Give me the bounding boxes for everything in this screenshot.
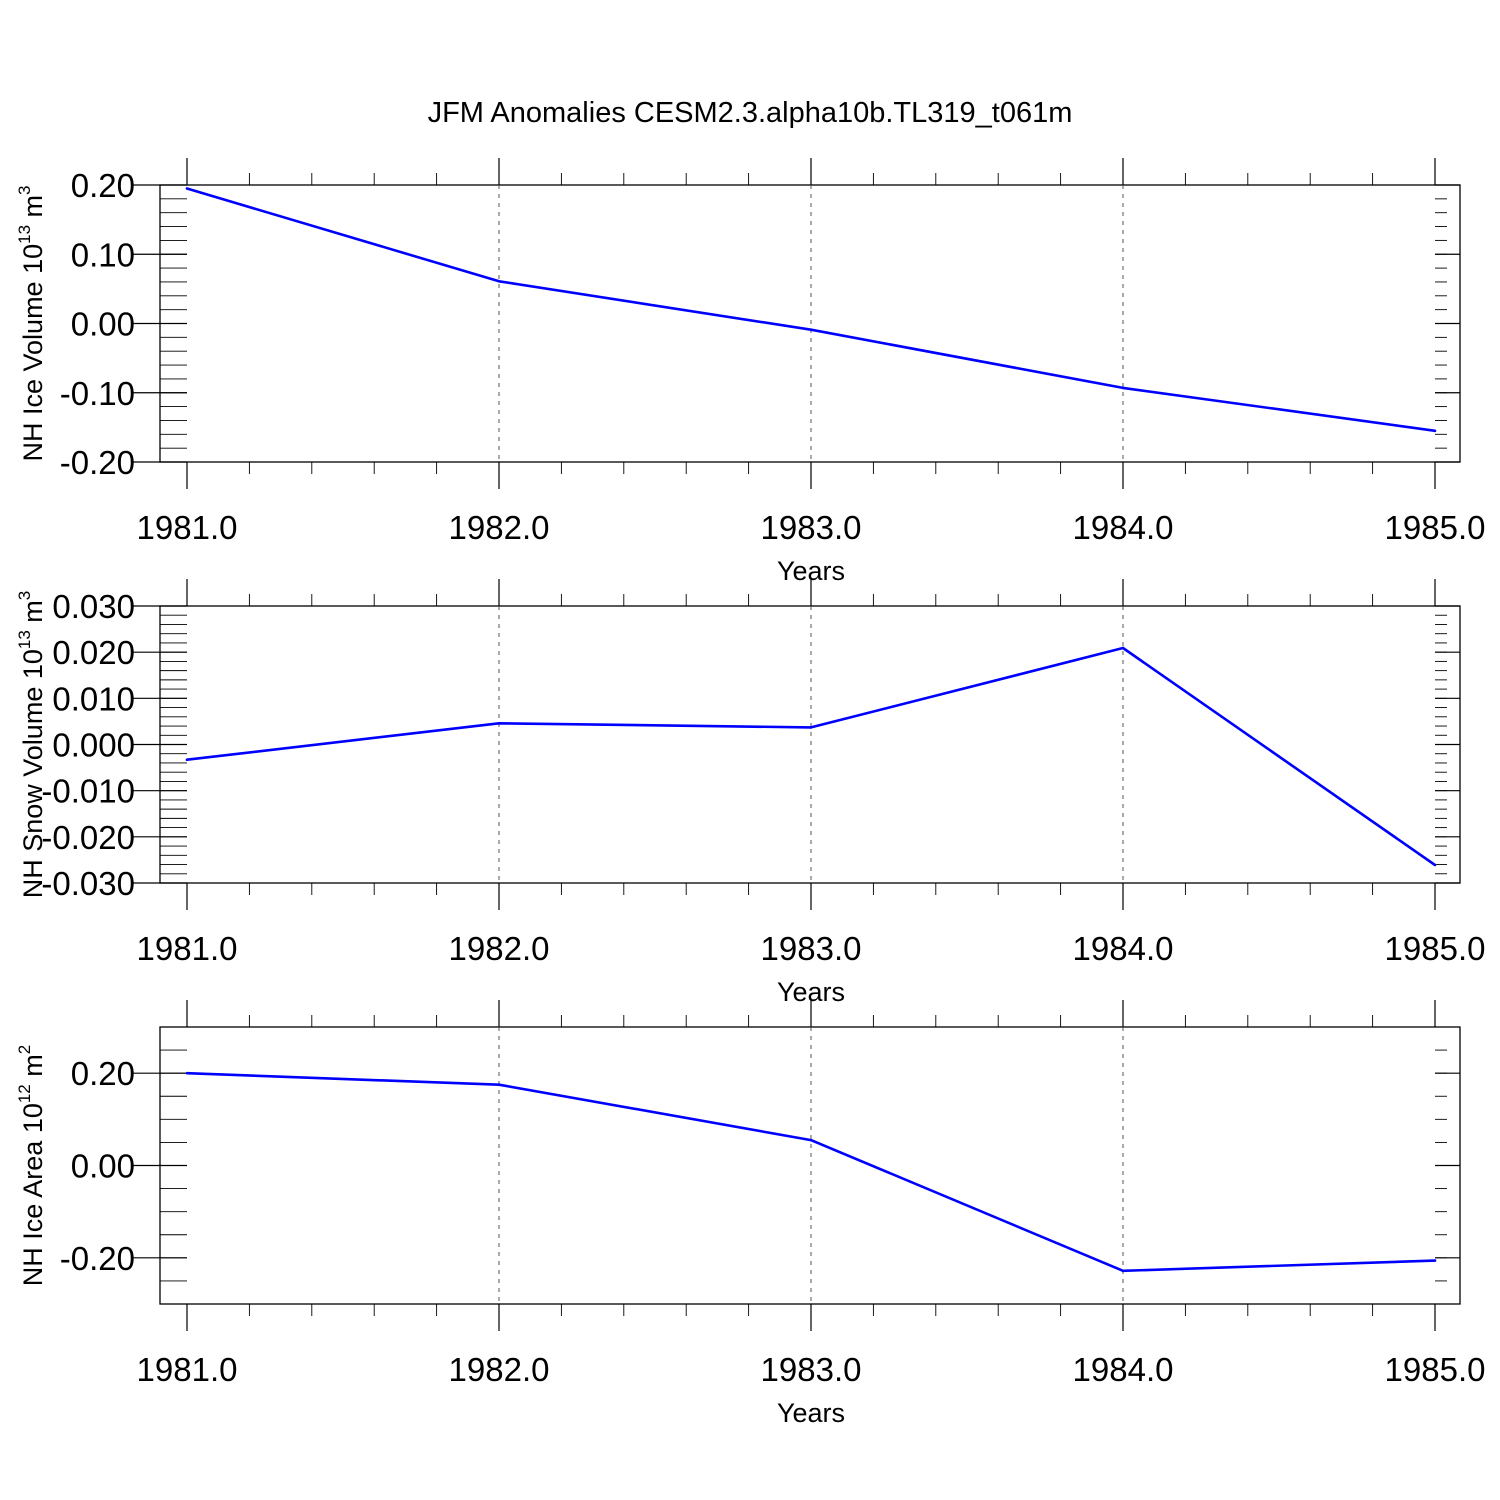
x-tick-label: 1984.0: [1073, 1351, 1174, 1388]
y-tick-label: -0.20: [60, 444, 135, 481]
x-tick-label: 1981.0: [137, 509, 238, 546]
plot-frame: [159, 1026, 1461, 1305]
x-tick-label: 1982.0: [449, 1351, 550, 1388]
x-axis-label: Years: [777, 1398, 845, 1428]
x-tick-label: 1985.0: [1385, 930, 1486, 967]
y-axis-label-main: NH Ice Area 10: [18, 1103, 48, 1286]
x-tick-label: 1984.0: [1073, 509, 1174, 546]
y-axis-label-exponent: 13: [15, 225, 34, 244]
data-point: [497, 1083, 501, 1087]
y-axis-label: NH Ice Volume 1013 m3: [15, 186, 48, 462]
y-axis-label-exponent: 12: [15, 1084, 34, 1103]
y-tick-label: 0.20: [71, 1055, 135, 1092]
y-axis-label-main: NH Ice Volume 10: [18, 244, 48, 462]
panel-1: 1981.0 1982.0 1983.0 1984.0 1985.0Years0.200…: [15, 158, 1485, 586]
x-tick-label: 1982.0: [449, 509, 550, 546]
data-point: [1121, 646, 1125, 650]
y-tick-label: 0.20: [71, 167, 135, 204]
y-axis-label-unit-exponent: 3: [15, 186, 34, 195]
x-tick-label: 1985.0: [1385, 509, 1486, 546]
y-tick-label: 0.000: [52, 727, 135, 764]
data-point: [1433, 1259, 1437, 1262]
y-axis-label-unit: m: [18, 195, 48, 225]
y-tick-label: 0.00: [71, 1148, 135, 1185]
y-axis-label-unit: m: [18, 1054, 48, 1084]
data-point: [497, 721, 501, 725]
data-point: [185, 1071, 189, 1075]
data-point: [1121, 1269, 1125, 1273]
y-tick-label: -0.020: [41, 819, 135, 856]
y-tick-label: 0.00: [71, 306, 135, 343]
x-tick-label: 1981.0: [137, 930, 238, 967]
x-tick-label: 1985.0: [1385, 1351, 1486, 1388]
y-tick-label: -0.030: [41, 865, 135, 902]
data-point: [497, 279, 501, 283]
data-point: [1433, 863, 1437, 867]
data-point: [1433, 429, 1437, 433]
data-point: [185, 187, 189, 190]
y-axis-label: NH Ice Area 1012 m2: [15, 1045, 48, 1286]
plot-frame: [159, 605, 1461, 884]
data-point: [809, 726, 813, 729]
y-axis-label-exponent: 13: [15, 630, 34, 649]
y-tick-label: 0.030: [52, 588, 135, 625]
data-point: [185, 758, 189, 762]
x-tick-label: 1982.0: [449, 930, 550, 967]
x-tick-label: 1984.0: [1073, 930, 1174, 967]
data-point: [1121, 386, 1125, 390]
y-tick-label: 0.020: [52, 634, 135, 671]
x-tick-label: 1983.0: [761, 1351, 862, 1388]
panel-2: 1981.0 1982.0 1983.0 1984.0 1985.0Years0.030…: [15, 579, 1485, 1007]
y-axis-label: NH Snow Volume 1013 m3: [15, 591, 48, 899]
x-tick-label: 1981.0: [137, 1351, 238, 1388]
y-axis-label-unit-exponent: 3: [15, 591, 34, 600]
data-point: [809, 328, 813, 332]
y-tick-label: 0.10: [71, 236, 135, 273]
plot-frame: [159, 184, 1461, 463]
figure-title: JFM Anomalies CESM2.3.alpha10b.TL319_t06…: [428, 97, 1073, 129]
y-tick-label: 0.010: [52, 680, 135, 717]
y-axis-label-unit-exponent: 2: [15, 1045, 34, 1054]
data-point: [809, 1138, 813, 1142]
panel-3: 1981.0 1982.0 1983.0 1984.0 1985.0 Years 0.20 0…: [15, 1000, 1485, 1428]
y-tick-label: -0.10: [60, 375, 135, 412]
x-tick-label: 1983.0: [761, 509, 862, 546]
x-tick-label: 1983.0: [761, 930, 862, 967]
y-tick-label: -0.20: [60, 1240, 135, 1277]
y-tick-label: -0.010: [41, 773, 135, 810]
y-axis-label-unit: m: [18, 600, 48, 630]
panels: 1981.0 1982.0 1983.0 1984.0 1985.0 Years 0.20 0…: [15, 158, 1485, 1428]
y-axis-label-main: NH Snow Volume 10: [18, 649, 48, 898]
